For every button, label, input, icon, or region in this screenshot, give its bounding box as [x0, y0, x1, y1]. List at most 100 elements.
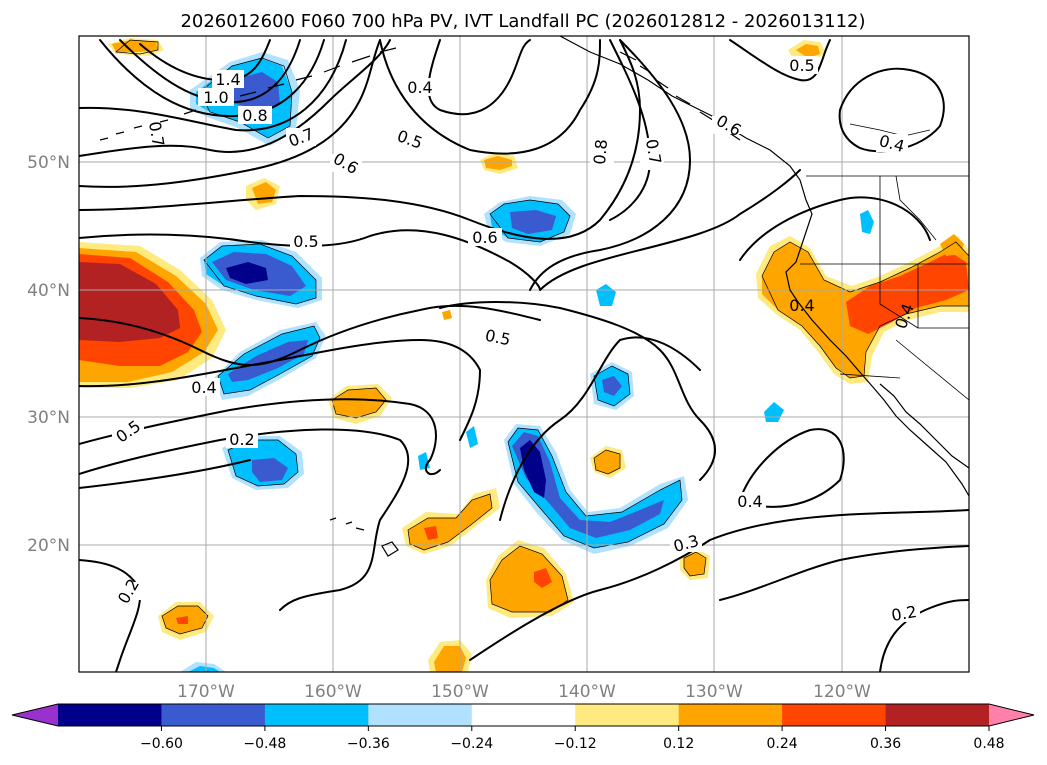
contour-label: 0.7 [640, 138, 665, 170]
pv-positive-patch [424, 526, 438, 540]
contour-label: 0.5 [394, 126, 426, 153]
coastline-layer [99, 36, 969, 557]
lon-label: 130°W [685, 682, 743, 702]
pv-negative-patch [226, 262, 268, 284]
colorbar-swatch [368, 704, 473, 726]
contour-0.7a [79, 39, 347, 132]
graticule [79, 36, 969, 672]
pv-fill-layer [79, 38, 969, 672]
svg-text:0.5: 0.5 [483, 326, 512, 350]
lat-axis: 20°N 30°N 40°N 50°N [27, 153, 70, 556]
canada-provinces [849, 123, 937, 241]
lon-label: 170°W [177, 682, 235, 702]
figure-title: 2026012600 F060 700 hPa PV, IVT Landfall… [180, 11, 865, 32]
contour-label: 0.5 [786, 56, 818, 75]
pv-negative-patch [252, 458, 288, 482]
contour-label: 1.0 [198, 88, 234, 107]
lon-axis: 170°W 160°W 150°W 140°W 130°W 120°W [177, 682, 871, 702]
lat-label: 50°N [27, 153, 70, 173]
pv-positive-patch [796, 44, 820, 58]
contour-label: 0.5 [482, 326, 514, 350]
colorbar-swatch [58, 704, 162, 726]
contour-0.2b [79, 459, 251, 489]
pv-negative-patch [228, 340, 308, 382]
pv-negative-patch [602, 376, 622, 396]
colorbar-swatch [885, 704, 990, 726]
colorbar-tick-label: 0.48 [973, 736, 1004, 752]
pv-positive-patch [846, 252, 969, 334]
contour-0.5-loop [439, 301, 716, 481]
contour-label: 0.7 [286, 124, 316, 151]
colorbar-tick-label: −0.12 [554, 736, 597, 752]
contour-0.5-big [79, 169, 801, 291]
contour-0.5-ne [729, 39, 831, 82]
lon-label: 120°W [813, 682, 871, 702]
colorbar-swatch [678, 704, 783, 726]
pv-positive-patch [490, 546, 568, 612]
colorbar-swatch [575, 704, 680, 726]
contour-0.4-loop [739, 428, 845, 508]
svg-text:0.5: 0.5 [789, 56, 814, 75]
lat-label: 40°N [27, 281, 70, 301]
contour-0.8 [99, 39, 325, 118]
pv-positive-patch [442, 310, 452, 320]
hawaii-islands [329, 517, 399, 557]
contour-label: 0.2 [888, 602, 920, 625]
contour-0.3-inner [499, 336, 701, 521]
colorbar-extend-high [989, 704, 1034, 726]
colorbar-tick-label: −0.24 [450, 736, 493, 752]
colorbar-tick-label: 0.36 [870, 736, 901, 752]
contour-label: 0.3 [670, 531, 702, 556]
svg-text:0.5: 0.5 [293, 232, 318, 251]
contour-label: 0.4 [404, 78, 436, 97]
pv-positive-patch [684, 552, 706, 576]
svg-text:0.8: 0.8 [590, 138, 611, 165]
colorbar-swatch [264, 704, 369, 726]
contour-label: 0.7 [144, 120, 170, 148]
contour-label: 0.4 [734, 492, 766, 511]
svg-text:0.4: 0.4 [737, 492, 762, 511]
svg-text:0.2: 0.2 [229, 430, 254, 449]
contour-0.5a [79, 39, 391, 157]
map-panel: 1.4 1.0 0.8 0.7 0.7 0.4 0.5 0.6 0.5 0.6 … [78, 35, 970, 673]
pv-patch-outlines [115, 39, 969, 635]
pv-positive-patch [332, 388, 386, 418]
colorbar-swatch [471, 704, 576, 726]
contour-0.6a [79, 39, 381, 188]
svg-text:0.8: 0.8 [242, 106, 267, 125]
contour-0.5-top [379, 39, 601, 155]
pv-negative-patch [860, 210, 874, 234]
colorbar-swatch [782, 704, 887, 726]
svg-text:0.4: 0.4 [407, 78, 432, 97]
lon-label: 150°W [431, 682, 489, 702]
contour-label: 0.8 [590, 138, 614, 170]
colorbar: −0.60 −0.48 −0.36 −0.24 −0.12 0.12 0.24 0.36 0.4… [11, 703, 1035, 752]
svg-text:0.6: 0.6 [472, 228, 497, 247]
pv-positive-patch [484, 156, 512, 170]
lon-label: 160°W [304, 682, 362, 702]
svg-text:0.2: 0.2 [890, 602, 918, 625]
pv-negative-patch [466, 426, 478, 448]
colorbar-tick-label: 0.12 [663, 736, 694, 752]
gulf-of-california [879, 383, 969, 469]
contour-0.4-south [79, 339, 481, 441]
pv-positive-patch [940, 234, 964, 256]
contour-label-layer: 1.4 1.0 0.8 0.7 0.7 0.4 0.5 0.6 0.5 0.6 … [112, 56, 920, 625]
contour-0.3 [469, 509, 969, 661]
contour-label: 0.4 [188, 378, 220, 397]
ivt-contours [79, 39, 969, 672]
contour-0.4-ne [838, 67, 945, 153]
pv-positive-patch [79, 262, 180, 342]
contour-0.4-main [79, 304, 541, 366]
svg-text:1.0: 1.0 [203, 88, 228, 107]
contour-label: 1.4 [212, 70, 244, 89]
contour-label: 0.4 [876, 131, 908, 156]
pv-positive-patch [434, 646, 466, 672]
colorbar-tick-label: −0.60 [140, 736, 183, 752]
lon-label: 140°W [558, 682, 616, 702]
svg-text:0.7: 0.7 [145, 120, 168, 148]
contour-label: 0.4 [789, 296, 814, 315]
pv-positive-patch [534, 568, 552, 588]
contour-label: 0.2 [226, 430, 258, 449]
